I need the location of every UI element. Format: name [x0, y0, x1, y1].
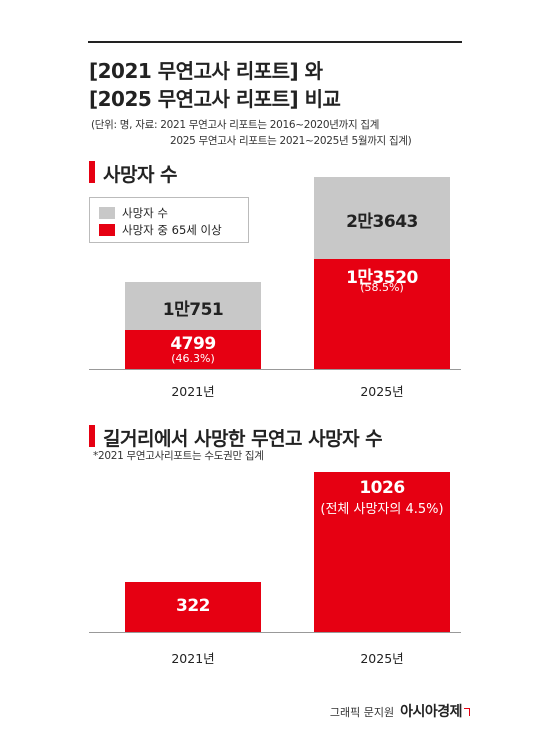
credit-brand: 아시아경제 [400, 704, 462, 720]
bar-elderly-0: 4799 (46.3%) [125, 330, 261, 369]
chart-title-deaths: 사망자 수 [103, 164, 178, 186]
bar-elderly-1: 1만3520 (58.5%) [314, 259, 450, 369]
chart-baseline-deaths [89, 369, 461, 370]
bar-percent-elderly-0: (46.3%) [171, 352, 215, 366]
bar-label-street-1: 1026 [359, 478, 405, 498]
brand-mark-icon [464, 708, 470, 716]
top-rule [88, 41, 462, 43]
bar-label-street-0: 322 [176, 595, 211, 616]
bar-street-1: 1026 (전체 사망자의 4.5%) [314, 472, 450, 632]
bar-street-0: 322 [125, 581, 261, 632]
x-tick-2021-street: 2021년 [171, 651, 215, 666]
credit: 그래픽 문지원 아시아경제 [330, 701, 470, 721]
chart-baseline-street [89, 632, 461, 633]
bar-percent-elderly-1: (58.5%) [360, 281, 404, 295]
source-note-line-1: (단위: 명, 자료: 2021 무연고사 리포트는 2016~2020년까지 … [91, 119, 380, 131]
legend: 사망자 수 사망자 중 65세 이상 [89, 197, 249, 243]
legend-item-total: 사망자 수 [99, 206, 168, 220]
section-marker-deaths [89, 161, 95, 183]
bar-total-1: 2만3643 [314, 177, 450, 260]
title-line-1: [2021 무연고사 리포트] 와 [89, 59, 323, 83]
title-line-2: [2025 무연고사 리포트] 비교 [89, 87, 341, 111]
bar-total-0: 1만751 [125, 281, 261, 331]
legend-label-total: 사망자 수 [122, 206, 168, 220]
legend-swatch-red [99, 224, 115, 236]
bar-label-total-1: 2만3643 [346, 212, 418, 233]
legend-item-elderly: 사망자 중 65세 이상 [99, 223, 222, 237]
chart-title-street: 길거리에서 사망한 무연고 사망자 수 [103, 428, 383, 450]
source-note-line-2: 2025 무연고사 리포트는 2021~2025년 5월까지 집계) [170, 135, 412, 147]
x-tick-2025: 2025년 [360, 384, 404, 399]
bar-sublabel-street-1: (전체 사망자의 4.5%) [320, 502, 444, 517]
section-marker-street [89, 425, 95, 447]
legend-label-elderly: 사망자 중 65세 이상 [122, 223, 222, 237]
bar-label-total-0: 1만751 [162, 299, 224, 320]
x-tick-2021: 2021년 [171, 384, 215, 399]
legend-swatch-gray [99, 207, 115, 219]
x-tick-2025-street: 2025년 [360, 651, 404, 666]
bar-label-elderly-0: 4799 [170, 334, 216, 355]
bar-label-elderly-1: 1만3520 [346, 268, 418, 289]
credit-label: 그래픽 문지원 [329, 706, 395, 719]
chart-note-street: *2021 무연고사리포트는 수도권만 집계 [93, 450, 264, 462]
